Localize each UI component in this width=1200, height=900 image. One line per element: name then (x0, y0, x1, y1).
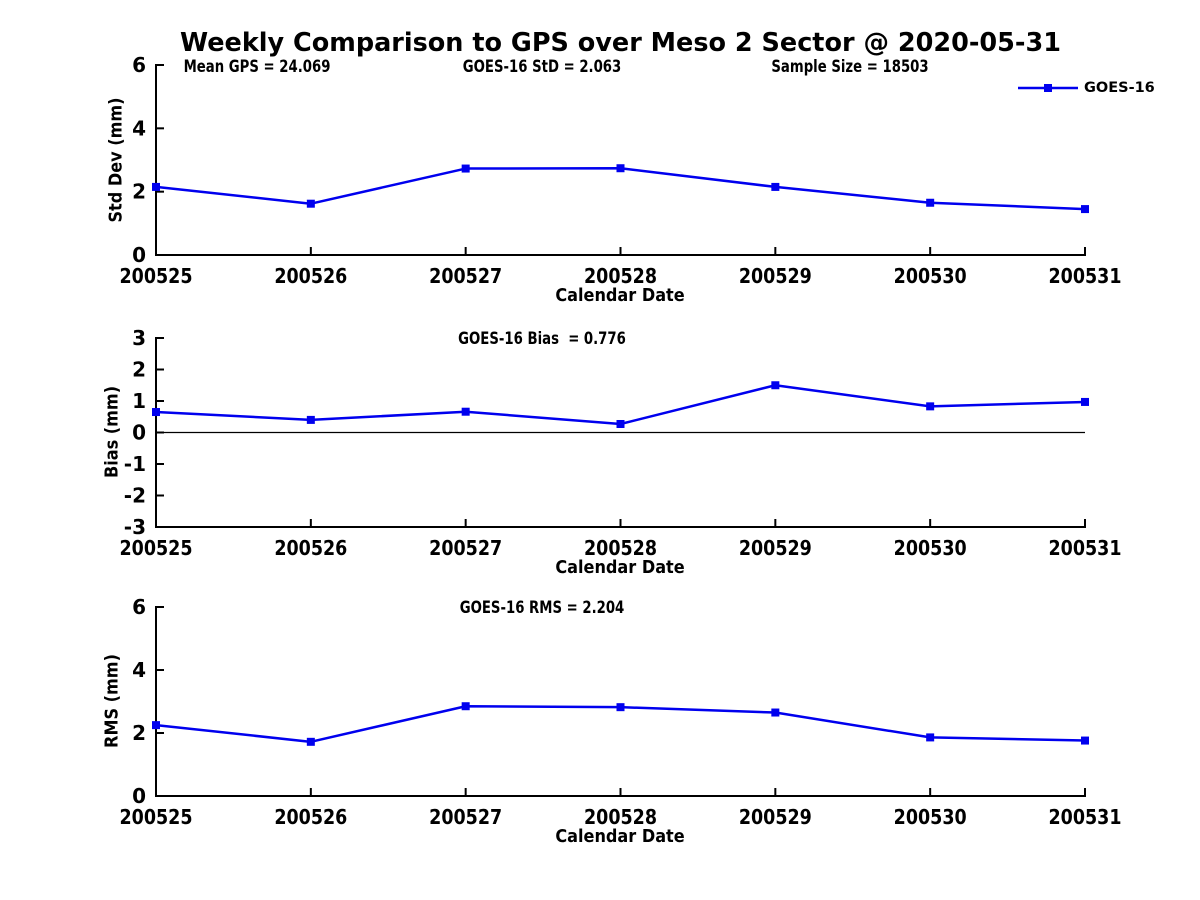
x-tick-label: 200525 (120, 264, 193, 288)
goes16-rms-annotation: GOES-16 RMS = 2.204 (459, 598, 625, 618)
data-point-marker (306, 199, 315, 208)
data-point-marker (926, 198, 935, 207)
goes16-std-annotation: GOES-16 StD = 2.063 (462, 57, 622, 77)
plot-line (155, 384, 1086, 426)
y-tick-label: 2 (132, 358, 146, 382)
x-tick-label: 200530 (894, 264, 967, 288)
data-point-marker (152, 408, 160, 417)
y-tick-label: -2 (124, 484, 146, 508)
data-point-marker (771, 381, 780, 390)
y-tick-label: 6 (132, 53, 146, 77)
x-tick-label: 200531 (1049, 805, 1122, 829)
y-tick-label: 0 (132, 784, 146, 808)
x-tick-label: 200526 (274, 264, 347, 288)
x-tick-label: 200528 (584, 536, 657, 560)
x-tick-label: 200530 (894, 536, 967, 560)
x-tick-label: 200531 (1049, 264, 1122, 288)
x-tick-label: 200526 (274, 805, 347, 829)
x-tick-label: 200531 (1049, 536, 1122, 560)
std-dev-subplot: 0 2 4 6 200525 200526 200527 200528 200529 200530… (120, 53, 1122, 288)
x-tick-label: 200530 (894, 805, 967, 829)
y-tick-label: -3 (124, 515, 146, 539)
data-point-marker (461, 407, 470, 416)
rms-subplot: 0 2 4 6 200525 200526 200527 200528 200529 200530… (120, 595, 1122, 829)
y-axis-label-std-dev: Std Dev (mm) (106, 97, 127, 223)
data-point-marker (461, 702, 470, 711)
legend-marker (1044, 84, 1052, 92)
x-tick-label: 200528 (584, 805, 657, 829)
plot-line (155, 166, 1086, 211)
data-point-marker (1081, 736, 1089, 745)
x-axis-label-bias: Calendar Date (555, 558, 685, 578)
figure-title: Weekly Comparison to GPS over Meso 2 Sec… (180, 28, 1061, 58)
data-point-marker (926, 733, 935, 742)
data-point-marker (1081, 205, 1089, 214)
data-point-marker (1081, 397, 1089, 406)
x-axis-label-rms: Calendar Date (555, 827, 685, 847)
y-tick-label: 4 (132, 116, 146, 140)
legend-label: GOES-16 (1084, 80, 1155, 96)
data-point-marker (461, 164, 470, 173)
goes16-bias-annotation: GOES-16 Bias = 0.776 (458, 329, 626, 349)
data-point-marker (616, 703, 625, 712)
x-axis-label-std-dev: Calendar Date (555, 286, 685, 306)
y-axis-label-bias: Bias (mm) (102, 385, 123, 479)
sample-size-annotation: Sample Size = 18503 (771, 57, 929, 77)
y-axis-label-rms: RMS (mm) (102, 654, 123, 748)
x-tick-label: 200527 (429, 536, 502, 560)
data-point-marker (152, 721, 160, 730)
plot-line (155, 704, 1086, 744)
x-tick-label: 200529 (739, 536, 812, 560)
y-tick-label: -1 (124, 452, 146, 476)
y-tick-label: 3 (132, 326, 146, 350)
legend (1018, 84, 1078, 92)
y-tick-label: 6 (132, 595, 146, 619)
data-point-marker (616, 419, 625, 428)
y-tick-label: 1 (132, 389, 146, 413)
y-tick-label: 0 (132, 421, 146, 445)
x-tick-label: 200527 (429, 264, 502, 288)
data-point-marker (152, 182, 160, 191)
data-point-marker (771, 182, 780, 191)
y-tick-label: 0 (132, 243, 146, 267)
x-tick-label: 200529 (739, 264, 812, 288)
data-point-marker (926, 402, 935, 411)
x-tick-label: 200528 (584, 264, 657, 288)
data-point-marker (616, 164, 625, 173)
x-tick-label: 200526 (274, 536, 347, 560)
data-point-marker (771, 708, 780, 717)
y-tick-label: 2 (132, 180, 146, 204)
x-tick-label: 200527 (429, 805, 502, 829)
y-tick-label: 2 (132, 721, 146, 745)
x-tick-label: 200525 (120, 805, 193, 829)
y-tick-label: 4 (132, 658, 146, 682)
x-tick-label: 200525 (120, 536, 193, 560)
data-point-marker (306, 415, 315, 424)
x-tick-label: 200529 (739, 805, 812, 829)
data-point-marker (306, 737, 315, 746)
mean-gps-annotation: Mean GPS = 24.069 (183, 57, 331, 77)
